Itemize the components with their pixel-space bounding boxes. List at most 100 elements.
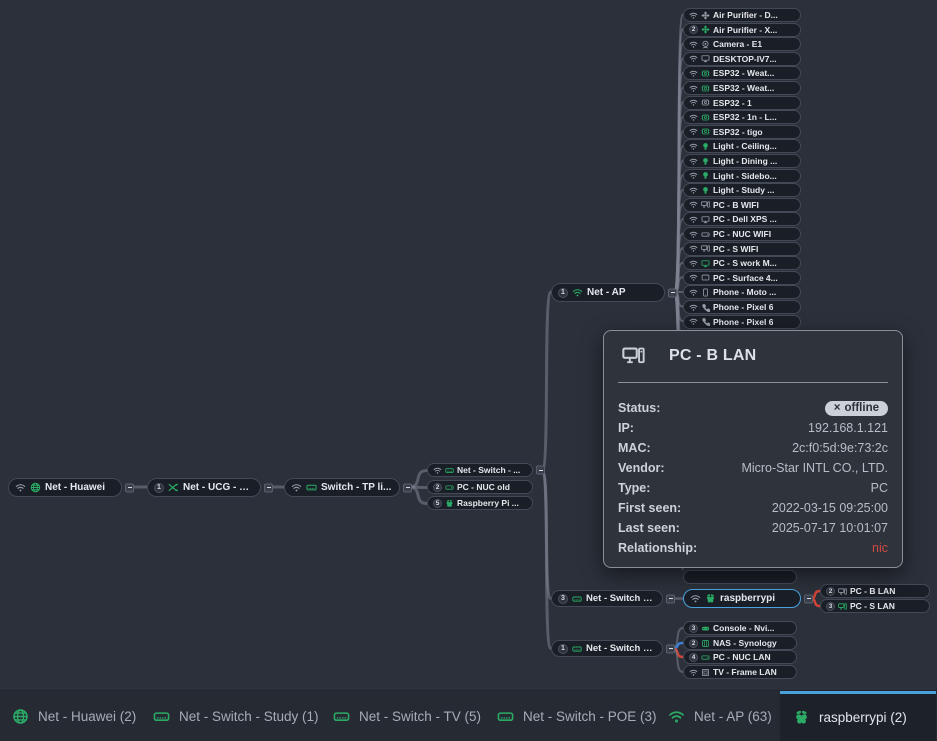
collapse-button[interactable]	[804, 594, 813, 603]
node-pc-nuc-old[interactable]: 2 PC - NUC old	[427, 480, 533, 494]
node-pc-nuc-wifi[interactable]: PC - NUC WIFI	[683, 227, 801, 241]
node-light-sidebo[interactable]: Light - Sidebo...	[683, 168, 801, 183]
node-label: Light - Study ...	[713, 185, 775, 196]
port-badge: 3	[826, 601, 835, 611]
monitor-icon	[701, 259, 710, 268]
node-pc-b-lan[interactable]: 2 PC - B LAN	[820, 584, 930, 598]
node-desktop-iv7[interactable]: DESKTOP-IV7...	[683, 51, 801, 66]
switch-icon	[572, 644, 582, 654]
node-esp32-tigo[interactable]: ESP32 - tigo	[683, 124, 801, 139]
node-nas-synology[interactable]: 2 NAS - Synology	[683, 636, 797, 650]
node-switch-tp[interactable]: Switch - TP li...	[284, 478, 412, 497]
node-esp32-1[interactable]: ESP32 - 1	[683, 95, 801, 110]
node-net-switch-mid[interactable]: 3 Net - Switch - ...	[551, 590, 675, 607]
tab-label: Net - Switch - Study (1)	[179, 708, 319, 724]
node-label: DESKTOP-IV7...	[713, 53, 777, 64]
node-raspberry-pi[interactable]: 5 Raspberry Pi ...	[427, 496, 533, 510]
node-label: Camera - E1	[713, 39, 763, 50]
popup-row-value: 192.168.1.121	[808, 421, 888, 435]
tab-net-switch-study-1[interactable]: Net - Switch - Study (1)	[153, 691, 319, 741]
node-label: PC - NUC old	[457, 482, 510, 492]
node-partially-hidden-device[interactable]	[683, 570, 797, 584]
port-badge: 3	[558, 593, 568, 604]
node-pc-s-work-m[interactable]: PC - S work M...	[683, 256, 801, 271]
tab-label: Net - Switch - POE (3)	[523, 708, 657, 724]
node-pc-b-wifi[interactable]: PC - B WIFI	[683, 197, 801, 212]
node-pc-dell-xps[interactable]: PC - Dell XPS ...	[683, 212, 801, 227]
wifi-icon	[689, 157, 698, 166]
tab-label: Net - Huawei (2)	[38, 708, 137, 724]
wifi-icon	[689, 127, 698, 136]
node-air-purifier-d[interactable]: Air Purifier - D...	[683, 8, 801, 22]
node-air-purifier-x[interactable]: 2 Air Purifier - X...	[683, 22, 801, 37]
node-net-ucg[interactable]: 1 Net - UCG - Ul...	[147, 478, 273, 497]
bulb-icon	[701, 186, 710, 195]
wifi-icon	[689, 69, 698, 78]
shuffle-icon	[168, 482, 179, 493]
popup-row-value: 2c:f0:5d:9e:73:2c	[792, 441, 888, 455]
node-net-huawei[interactable]: Net - Huawei	[8, 478, 134, 497]
node-label: PC - NUC LAN	[713, 652, 771, 662]
node-net-switch-study[interactable]: Net - Switch - ...	[427, 463, 545, 477]
handset-icon	[701, 317, 710, 327]
node-light-dining[interactable]: Light - Dining ...	[683, 154, 801, 168]
globe-icon	[12, 708, 29, 725]
node-label: Raspberry Pi ...	[457, 498, 519, 508]
node-tv-frame-lan[interactable]: TV - Frame LAN	[683, 665, 797, 679]
node-pc-s-lan[interactable]: 3 PC - S LAN	[820, 599, 930, 613]
node-net-switch-bot[interactable]: 1 Net - Switch - ...	[551, 640, 675, 657]
chip-icon	[701, 113, 710, 122]
collapse-button[interactable]	[536, 465, 545, 475]
popup-row-value: 2022-03-15 09:25:00	[771, 501, 888, 515]
node-phone-pixel-6[interactable]: Phone - Pixel 6	[683, 300, 801, 314]
tab-net-huawei-2[interactable]: Net - Huawei (2)	[12, 691, 136, 741]
collapse-button[interactable]	[403, 483, 412, 492]
node-label: ESP32 - Weat...	[713, 68, 775, 79]
bulb-icon	[701, 142, 710, 151]
port-badge: 2	[433, 482, 442, 492]
node-net-ap[interactable]: 1 Net - AP	[551, 283, 677, 302]
tab-label: Net - Switch - TV (5)	[359, 708, 482, 724]
node-label: PC - Surface 4...	[713, 272, 778, 283]
tab-net-switch-poe-3[interactable]: Net - Switch - POE (3)	[497, 691, 657, 741]
node-pc-s-wifi[interactable]: PC - S WIFI	[683, 241, 801, 256]
topology-link	[540, 469, 553, 650]
collapse-button[interactable]	[125, 483, 134, 492]
node-label: Air Purifier - X...	[713, 24, 778, 35]
status-text: offline	[844, 402, 880, 414]
port-badge: 3	[689, 623, 698, 633]
node-esp32-1n-l[interactable]: ESP32 - 1n - L...	[683, 110, 801, 125]
topology-canvas[interactable]: Net - Huawei 1 Net - UCG - Ul... Switch - T…	[0, 0, 937, 690]
collapse-button[interactable]	[666, 594, 675, 603]
tab-net-ap-63[interactable]: Net - AP (63)	[668, 691, 772, 741]
bulb-icon	[701, 157, 710, 166]
popup-row: MAC: 2c:f0:5d:9e:73:2c	[618, 438, 888, 458]
collapse-button[interactable]	[666, 644, 675, 653]
node-light-study[interactable]: Light - Study ...	[683, 183, 801, 198]
node-light-ceiling[interactable]: Light - Ceiling...	[683, 139, 801, 154]
node-esp32-weat[interactable]: ESP32 - Weat...	[683, 81, 801, 95]
popup-row: Last seen: 2025-07-17 10:01:07	[618, 518, 888, 538]
node-label: Net - Huawei	[45, 482, 106, 493]
node-label: Light - Sidebo...	[713, 170, 777, 181]
wifi-icon	[689, 244, 698, 253]
collapse-button[interactable]	[668, 288, 677, 297]
node-pc-nuc-lan[interactable]: 4 PC - NUC LAN	[683, 650, 797, 664]
switch-icon	[445, 466, 454, 475]
tab-net-switch-tv-5[interactable]: Net - Switch - TV (5)	[333, 691, 481, 741]
node-esp32-weat[interactable]: ESP32 - Weat...	[683, 66, 801, 81]
collapse-button[interactable]	[264, 483, 273, 492]
wifi-icon	[689, 215, 698, 224]
node-label: PC - NUC WIFI	[713, 229, 772, 239]
node-phone-pixel-6[interactable]: Phone - Pixel 6	[683, 314, 801, 329]
node-label: Phone - Moto ...	[713, 287, 777, 298]
node-pc-surface-4[interactable]: PC - Surface 4...	[683, 270, 801, 285]
chip-icon	[701, 84, 710, 93]
fan-icon	[701, 11, 710, 20]
node-label: ESP32 - 1	[713, 97, 752, 108]
tab-raspberrypi-2[interactable]: raspberrypi (2)	[780, 691, 936, 741]
node-camera-e1[interactable]: Camera - E1	[683, 37, 801, 52]
node-console-nvidia[interactable]: 3 Console - Nvi...	[683, 621, 797, 635]
node-phone-moto[interactable]: Phone - Moto ...	[683, 285, 801, 300]
node-raspberrypi[interactable]: raspberrypi	[683, 589, 813, 608]
